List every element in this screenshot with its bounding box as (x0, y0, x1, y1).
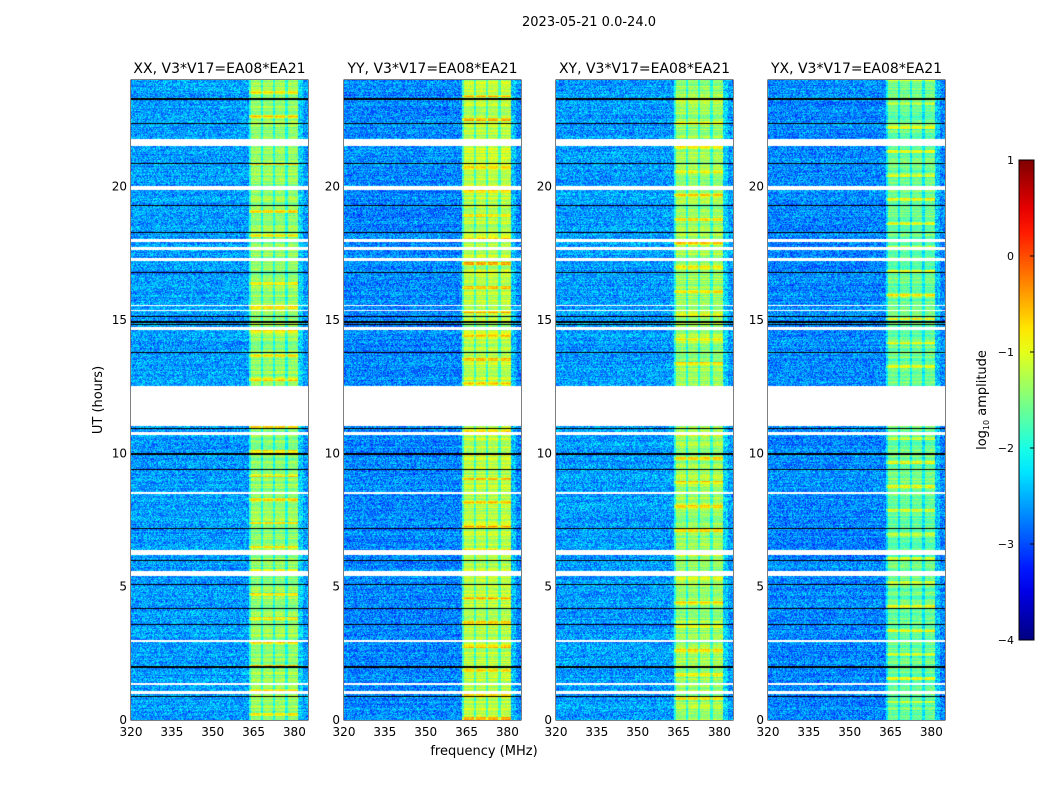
y-tick-label: 0 (332, 713, 340, 727)
panel-title: XX, V3*V17=EA08*EA21 (133, 61, 305, 77)
x-tick-label: 380 (708, 725, 731, 739)
x-tick-label: 350 (414, 725, 437, 739)
panel-title: YX, V3*V17=EA08*EA21 (770, 61, 942, 77)
x-tick-label: 350 (626, 725, 649, 739)
figure-title: 2023-05-21 0.0-24.0 (522, 15, 656, 30)
x-tick-label: 365 (667, 725, 690, 739)
colorbar-tick-label: −3 (998, 538, 1014, 551)
y-tick-label: 20 (749, 180, 764, 194)
y-tick-label: 15 (537, 313, 552, 327)
colorbar: 1 0 −1 −2 −3 −4 (998, 154, 1035, 647)
panel-3: YX, V3*V17=EA08*EA21 320 335 350 365 380 0 5 10 1… (749, 61, 946, 739)
x-tick-label: 380 (920, 725, 943, 739)
x-axis-label: frequency (MHz) (430, 744, 537, 759)
x-tick-label: 320 (757, 725, 780, 739)
colorbar-tick-label: −1 (998, 346, 1014, 359)
x-tick-label: 320 (545, 725, 568, 739)
y-tick-label: 0 (544, 713, 552, 727)
colorbar-tick-label: 1 (1007, 154, 1014, 167)
heatmap-3 (768, 80, 945, 720)
colorbar-tick-label: −2 (998, 442, 1014, 455)
y-tick-label: 5 (332, 580, 340, 594)
y-tick-label: 15 (325, 313, 340, 327)
y-tick-label: 5 (119, 580, 127, 594)
x-tick-label: 365 (879, 725, 902, 739)
heatmap-1 (344, 80, 521, 720)
y-tick-label: 5 (756, 580, 764, 594)
y-tick-label: 5 (544, 580, 552, 594)
y-tick-label: 15 (749, 313, 764, 327)
y-tick-label: 10 (749, 446, 764, 460)
y-tick-label: 0 (119, 713, 127, 727)
x-tick-label: 335 (797, 725, 820, 739)
y-tick-label: 10 (325, 446, 340, 460)
panel-0: XX, V3*V17=EA08*EA21 320 335 350 365 380 0 5 10 1… (112, 61, 309, 739)
x-tick-label: 365 (455, 725, 478, 739)
y-axis-label: UT (hours) (91, 366, 106, 434)
y-tick-label: 0 (756, 713, 764, 727)
x-tick-label: 335 (585, 725, 608, 739)
heatmap-0 (131, 80, 308, 720)
colorbar-tick-label: 0 (1007, 250, 1014, 263)
x-tick-label: 320 (120, 725, 143, 739)
heatmap-2 (556, 80, 733, 720)
x-tick-label: 335 (373, 725, 396, 739)
y-tick-label: 10 (112, 446, 127, 460)
x-tick-label: 350 (838, 725, 861, 739)
x-tick-label: 380 (496, 725, 519, 739)
y-tick-label: 20 (112, 180, 127, 194)
x-tick-label: 350 (201, 725, 224, 739)
y-tick-label: 15 (112, 313, 127, 327)
colorbar-label: log10 amplitude (975, 350, 991, 450)
panel-title: XY, V3*V17=EA08*EA21 (559, 61, 730, 77)
y-tick-label: 10 (537, 446, 552, 460)
colorbar-gradient (1018, 159, 1035, 641)
panel-title: YY, V3*V17=EA08*EA21 (346, 61, 517, 77)
colorbar-tick-label: −4 (998, 634, 1014, 647)
y-tick-label: 20 (537, 180, 552, 194)
x-tick-label: 380 (283, 725, 306, 739)
y-tick-label: 20 (325, 180, 340, 194)
x-tick-label: 335 (160, 725, 183, 739)
x-tick-label: 365 (242, 725, 265, 739)
x-tick-label: 320 (333, 725, 356, 739)
